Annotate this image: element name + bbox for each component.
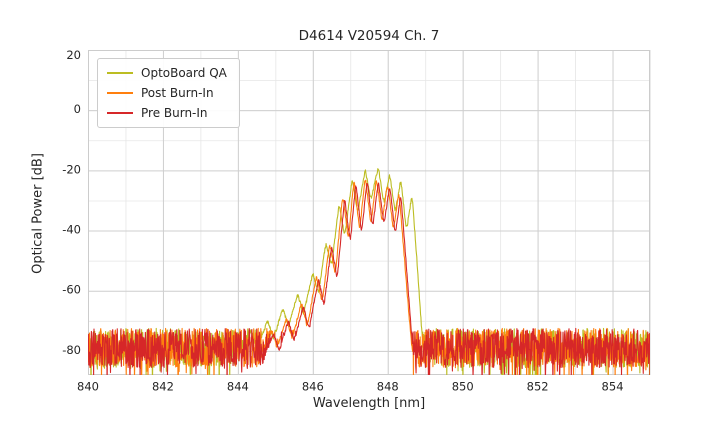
legend-line-pre-burn-in (107, 112, 133, 114)
legend-item-optoboard-qa: OptoBoard QA (107, 66, 227, 80)
legend-item-post-burn-in: Post Burn-In (107, 86, 227, 100)
legend-label-pre-burn-in: Pre Burn-In (141, 106, 208, 120)
legend-label-optoboard-qa: OptoBoard QA (141, 66, 227, 80)
legend-line-post-burn-in (107, 92, 133, 94)
legend: OptoBoard QA Post Burn-In Pre Burn-In (97, 58, 240, 128)
y-axis-label: Optical Power [dB] (30, 153, 46, 274)
chart-title: D4614 V20594 Ch. 7 (298, 28, 440, 44)
legend-item-pre-burn-in: Pre Burn-In (107, 106, 227, 120)
legend-label-post-burn-in: Post Burn-In (141, 86, 214, 100)
legend-line-optoboard-qa (107, 72, 133, 74)
x-axis-label: Wavelength [nm] (312, 396, 426, 411)
